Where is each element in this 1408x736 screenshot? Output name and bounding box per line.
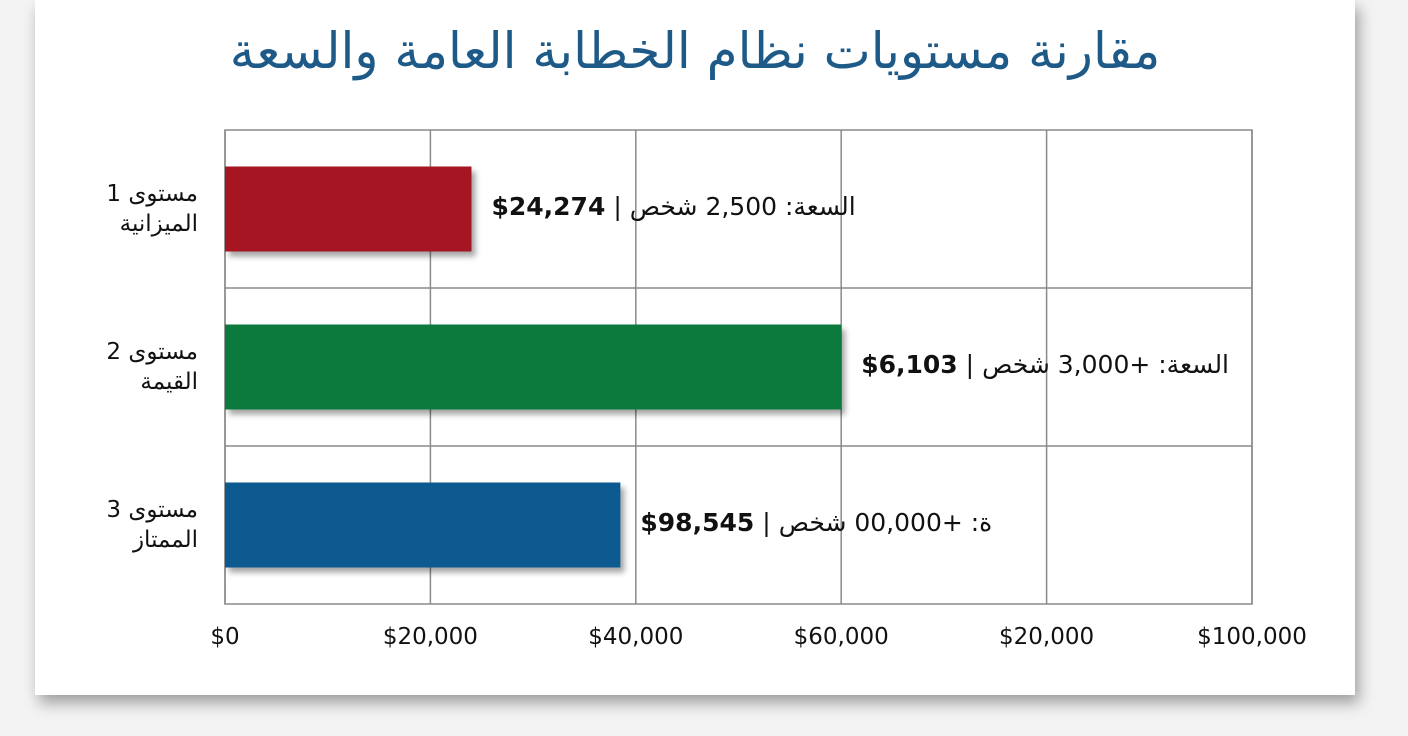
bar [225,324,842,410]
x-tick-label: $40,000 [588,624,683,650]
bar-annotation: $24,274 | السعة: 2,500 شخص [491,192,855,221]
chart-title: مقارنة مستويات نظام الخطابة العامة والسع… [229,22,1161,80]
y-tick-label: مستوى 1 الميزانية [106,181,198,237]
x-tick-label: $20,000 [999,624,1094,650]
bar [225,166,472,252]
annotation-separator: | [613,192,622,221]
annotation-capacity: ة: +00,000 شخص [778,508,993,537]
annotation-amount: $24,274 [491,192,606,221]
y-tick-label: مستوى 2 القيمة [106,339,198,395]
annotation-amount: $6,103 [861,350,958,379]
annotation-amount: $98,545 [640,508,755,537]
x-tick-label: $20,000 [383,624,478,650]
annotation-capacity: السعة: +3,000 شخص [982,350,1230,379]
x-tick-label: $100,000 [1197,624,1307,650]
y-tick-label: مستوى 3 الممتاز [106,497,198,553]
annotation-separator: | [965,350,975,379]
bar-annotation: $98,545 | ة: +00,000 شخص [640,508,992,537]
bar [225,482,621,568]
annotation-separator: | [762,508,771,537]
x-tick-label: $60,000 [794,624,889,650]
annotation-capacity: السعة: 2,500 شخص [629,192,856,221]
x-tick-label: $0 [210,624,239,650]
bar-annotation: $6,103 | السعة: +3,000 شخص [861,350,1229,379]
